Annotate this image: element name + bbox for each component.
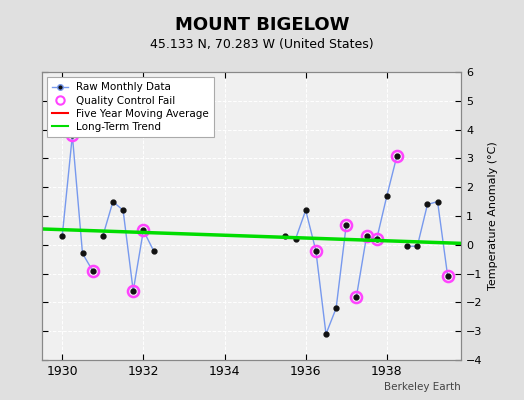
Text: 45.133 N, 70.283 W (United States): 45.133 N, 70.283 W (United States) <box>150 38 374 51</box>
Text: Berkeley Earth: Berkeley Earth <box>385 382 461 392</box>
Text: MOUNT BIGELOW: MOUNT BIGELOW <box>174 16 350 34</box>
Y-axis label: Temperature Anomaly (°C): Temperature Anomaly (°C) <box>488 142 498 290</box>
Legend: Raw Monthly Data, Quality Control Fail, Five Year Moving Average, Long-Term Tren: Raw Monthly Data, Quality Control Fail, … <box>47 77 214 137</box>
